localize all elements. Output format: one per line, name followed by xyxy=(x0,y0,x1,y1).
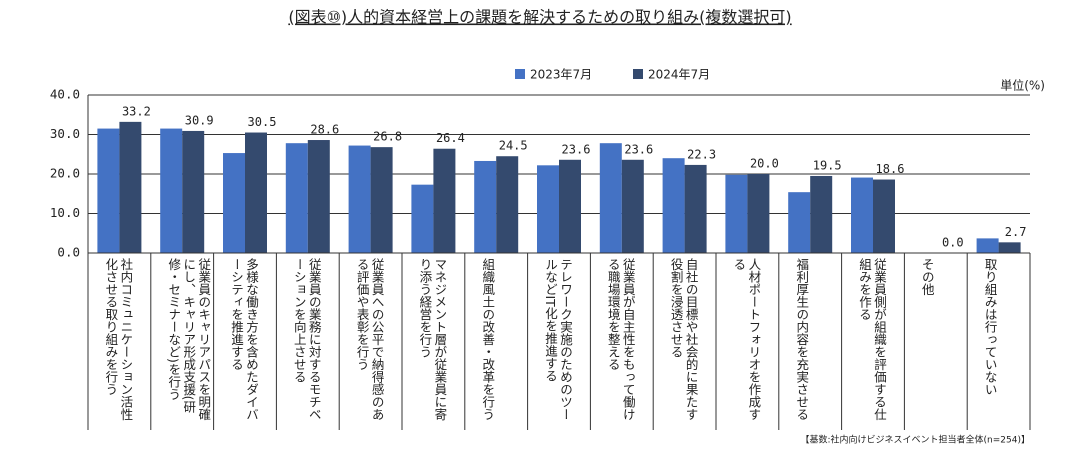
x-tick-label: 従業員側が組織を評価する仕組みを作る xyxy=(857,258,887,421)
x-tick-label: その他 xyxy=(919,258,935,296)
bar xyxy=(810,175,833,253)
bar xyxy=(788,192,811,253)
x-tick-label: 人材ポートフォリオを作成する xyxy=(731,258,762,421)
bar xyxy=(496,156,519,253)
data-label: 24.5 xyxy=(499,139,528,153)
x-tick-label: 従業員の業務に対するモチベーションを向上させる xyxy=(291,258,322,421)
data-label: 0.0 xyxy=(942,236,964,250)
unit-label: 単位(%) xyxy=(1000,78,1045,93)
x-tick-label: 従業員のキャリアパスを明確にし、キャリア形成支援(研修・セミナーなど)を行う xyxy=(166,258,212,421)
y-tick-label: 0.0 xyxy=(57,245,80,260)
x-tick-label: 従業員への公平で納得感のある評価や表彰を行う xyxy=(354,258,385,421)
data-label: 22.3 xyxy=(687,147,716,161)
bar xyxy=(160,128,183,253)
bar xyxy=(976,238,999,253)
bar xyxy=(747,174,770,253)
x-tick-label: 自社の目標や社会的に果たす役割を浸透させる xyxy=(668,258,699,421)
data-label: 18.6 xyxy=(876,162,905,176)
x-tick-label: 従業員が自主性をもって働ける職場環境を整える xyxy=(605,258,636,421)
data-label: 26.8 xyxy=(373,130,402,144)
x-tick-label: 多様な働き方を含めたダイバーシティを推進する xyxy=(229,258,259,421)
x-tick-label: 組織風土の改善・改革を行う xyxy=(480,258,496,421)
data-label: 28.6 xyxy=(310,123,339,137)
y-tick-label: 20.0 xyxy=(50,166,80,181)
bar xyxy=(223,153,245,253)
data-label: 19.5 xyxy=(813,158,842,172)
bar xyxy=(348,145,371,253)
bar xyxy=(433,148,456,253)
bar xyxy=(182,130,205,253)
bar xyxy=(559,159,581,253)
data-label: 23.6 xyxy=(624,142,653,156)
bar xyxy=(684,164,707,253)
legend-label: 2023年7月 xyxy=(530,68,592,82)
data-label: 20.0 xyxy=(750,157,779,171)
footnote: 【基数:社内向けビジネスイベント担当者全体(n=254)】 xyxy=(801,434,1030,446)
bar xyxy=(621,159,644,253)
bar xyxy=(245,132,267,253)
bar xyxy=(97,128,120,253)
legend-swatch xyxy=(515,69,525,79)
bar xyxy=(474,160,497,253)
bar xyxy=(662,158,685,253)
bar xyxy=(119,121,142,253)
x-tick-label: 社内コミュニケーション活性化させる取り組みを行う xyxy=(103,258,134,421)
y-tick-label: 10.0 xyxy=(50,205,80,220)
y-tick-label: 30.0 xyxy=(50,126,80,141)
x-tick-label: 福利厚生の内容を充実させる xyxy=(794,258,810,421)
x-tick-label: テレワーク実施のためのツールなどIT化を推進する xyxy=(543,258,573,421)
data-label: 33.2 xyxy=(122,104,151,118)
data-label: 30.9 xyxy=(185,113,214,127)
data-label: 2.7 xyxy=(1005,225,1027,239)
x-tick-label: マネジメント層が従業員に寄り添う経営を行う xyxy=(417,258,448,421)
bar xyxy=(307,140,330,253)
bar xyxy=(998,242,1021,253)
bar xyxy=(285,143,308,253)
bar xyxy=(873,179,895,253)
y-tick-label: 40.0 xyxy=(50,87,80,102)
x-tick-label: 取り組みは行っていない xyxy=(982,258,998,396)
bar xyxy=(725,174,748,253)
legend-label: 2024年7月 xyxy=(648,68,710,82)
data-label: 30.5 xyxy=(248,115,277,129)
bar xyxy=(411,184,434,253)
bar xyxy=(851,177,873,253)
data-label: 26.4 xyxy=(436,131,465,145)
bar xyxy=(599,143,622,253)
bar xyxy=(370,147,393,253)
bar xyxy=(537,165,559,253)
legend-swatch xyxy=(633,69,643,79)
chart-title: (図表⑩)人的資本経営上の課題を解決するための取り組み(複数選択可) xyxy=(288,8,791,27)
data-label: 23.6 xyxy=(562,142,591,156)
